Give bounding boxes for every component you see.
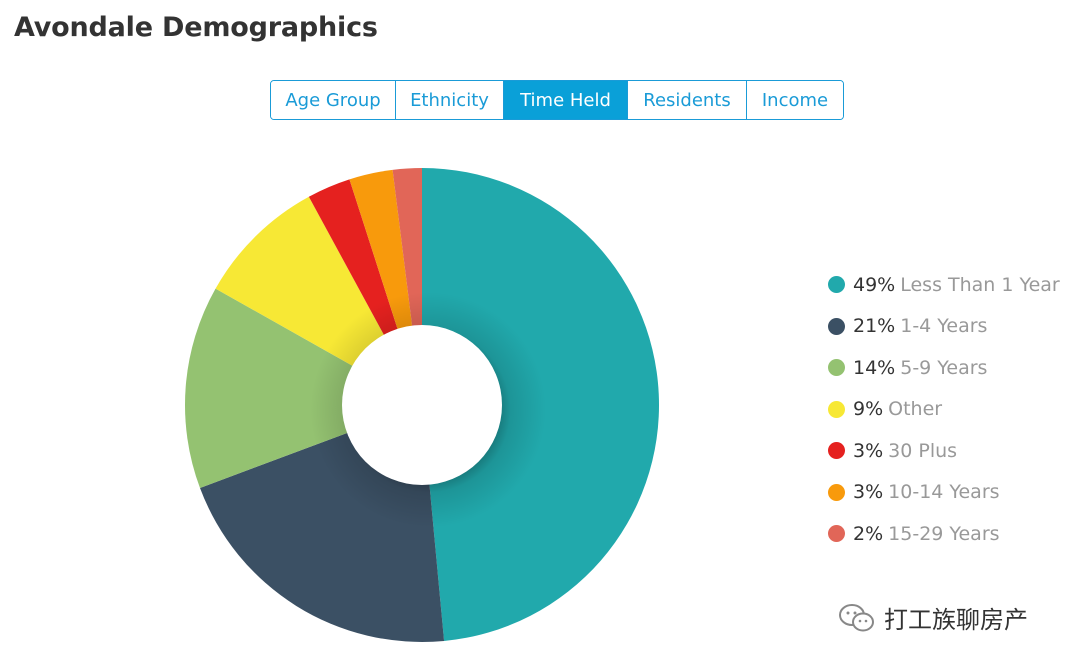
- chart-legend: 49% Less Than 1 Year 21% 1-4 Years 14% 5-9 Ye…: [828, 264, 1060, 555]
- legend-item[interactable]: 3% 30 Plus: [828, 430, 1060, 472]
- legend-swatch: [828, 317, 845, 335]
- legend-item[interactable]: 14% 5-9 Years: [828, 347, 1060, 389]
- legend-label: Less Than 1 Year: [900, 273, 1060, 296]
- legend-swatch: [828, 483, 845, 501]
- watermark-text: 打工族聊房产: [884, 606, 1028, 634]
- tab-residents[interactable]: Residents: [628, 81, 747, 119]
- legend-swatch: [828, 276, 845, 294]
- donut-hole: [342, 325, 502, 485]
- legend-item[interactable]: 49% Less Than 1 Year: [828, 264, 1060, 306]
- legend-label: 10-14 Years: [888, 481, 1000, 504]
- legend-label: 30 Plus: [888, 439, 958, 462]
- legend-percent: 49%: [853, 273, 896, 296]
- legend-label: 5-9 Years: [900, 356, 988, 379]
- watermark: 打工族聊房产: [838, 600, 1028, 635]
- legend-item[interactable]: 9% Other: [828, 389, 1060, 431]
- legend-percent: 9%: [853, 398, 884, 421]
- wechat-icon: [839, 603, 874, 631]
- legend-label: Other: [888, 398, 943, 421]
- legend-item[interactable]: 2% 15-29 Years: [828, 513, 1060, 555]
- demographics-tabs: Age Group Ethnicity Time Held Residents …: [270, 80, 844, 120]
- legend-percent: 2%: [853, 522, 884, 545]
- legend-swatch: [828, 400, 845, 418]
- legend-percent: 14%: [853, 356, 896, 379]
- tab-age-group[interactable]: Age Group: [271, 81, 396, 119]
- legend-label: 15-29 Years: [888, 522, 1000, 545]
- legend-item[interactable]: 21% 1-4 Years: [828, 306, 1060, 348]
- legend-percent: 3%: [853, 439, 884, 462]
- legend-percent: 3%: [853, 481, 884, 504]
- pie-slice-5-9-years[interactable]: [184, 288, 422, 488]
- legend-percent: 21%: [853, 315, 896, 338]
- legend-swatch: [828, 359, 845, 377]
- legend-item[interactable]: 3% 10-14 Years: [828, 472, 1060, 514]
- tab-time-held[interactable]: Time Held: [504, 81, 628, 119]
- donut-chart: [184, 168, 660, 643]
- tab-income[interactable]: Income: [747, 81, 843, 119]
- legend-swatch: [828, 442, 845, 460]
- legend-swatch: [828, 525, 845, 543]
- legend-label: 1-4 Years: [900, 315, 988, 338]
- tab-ethnicity[interactable]: Ethnicity: [396, 81, 504, 119]
- page-title: Avondale Demographics: [14, 12, 378, 43]
